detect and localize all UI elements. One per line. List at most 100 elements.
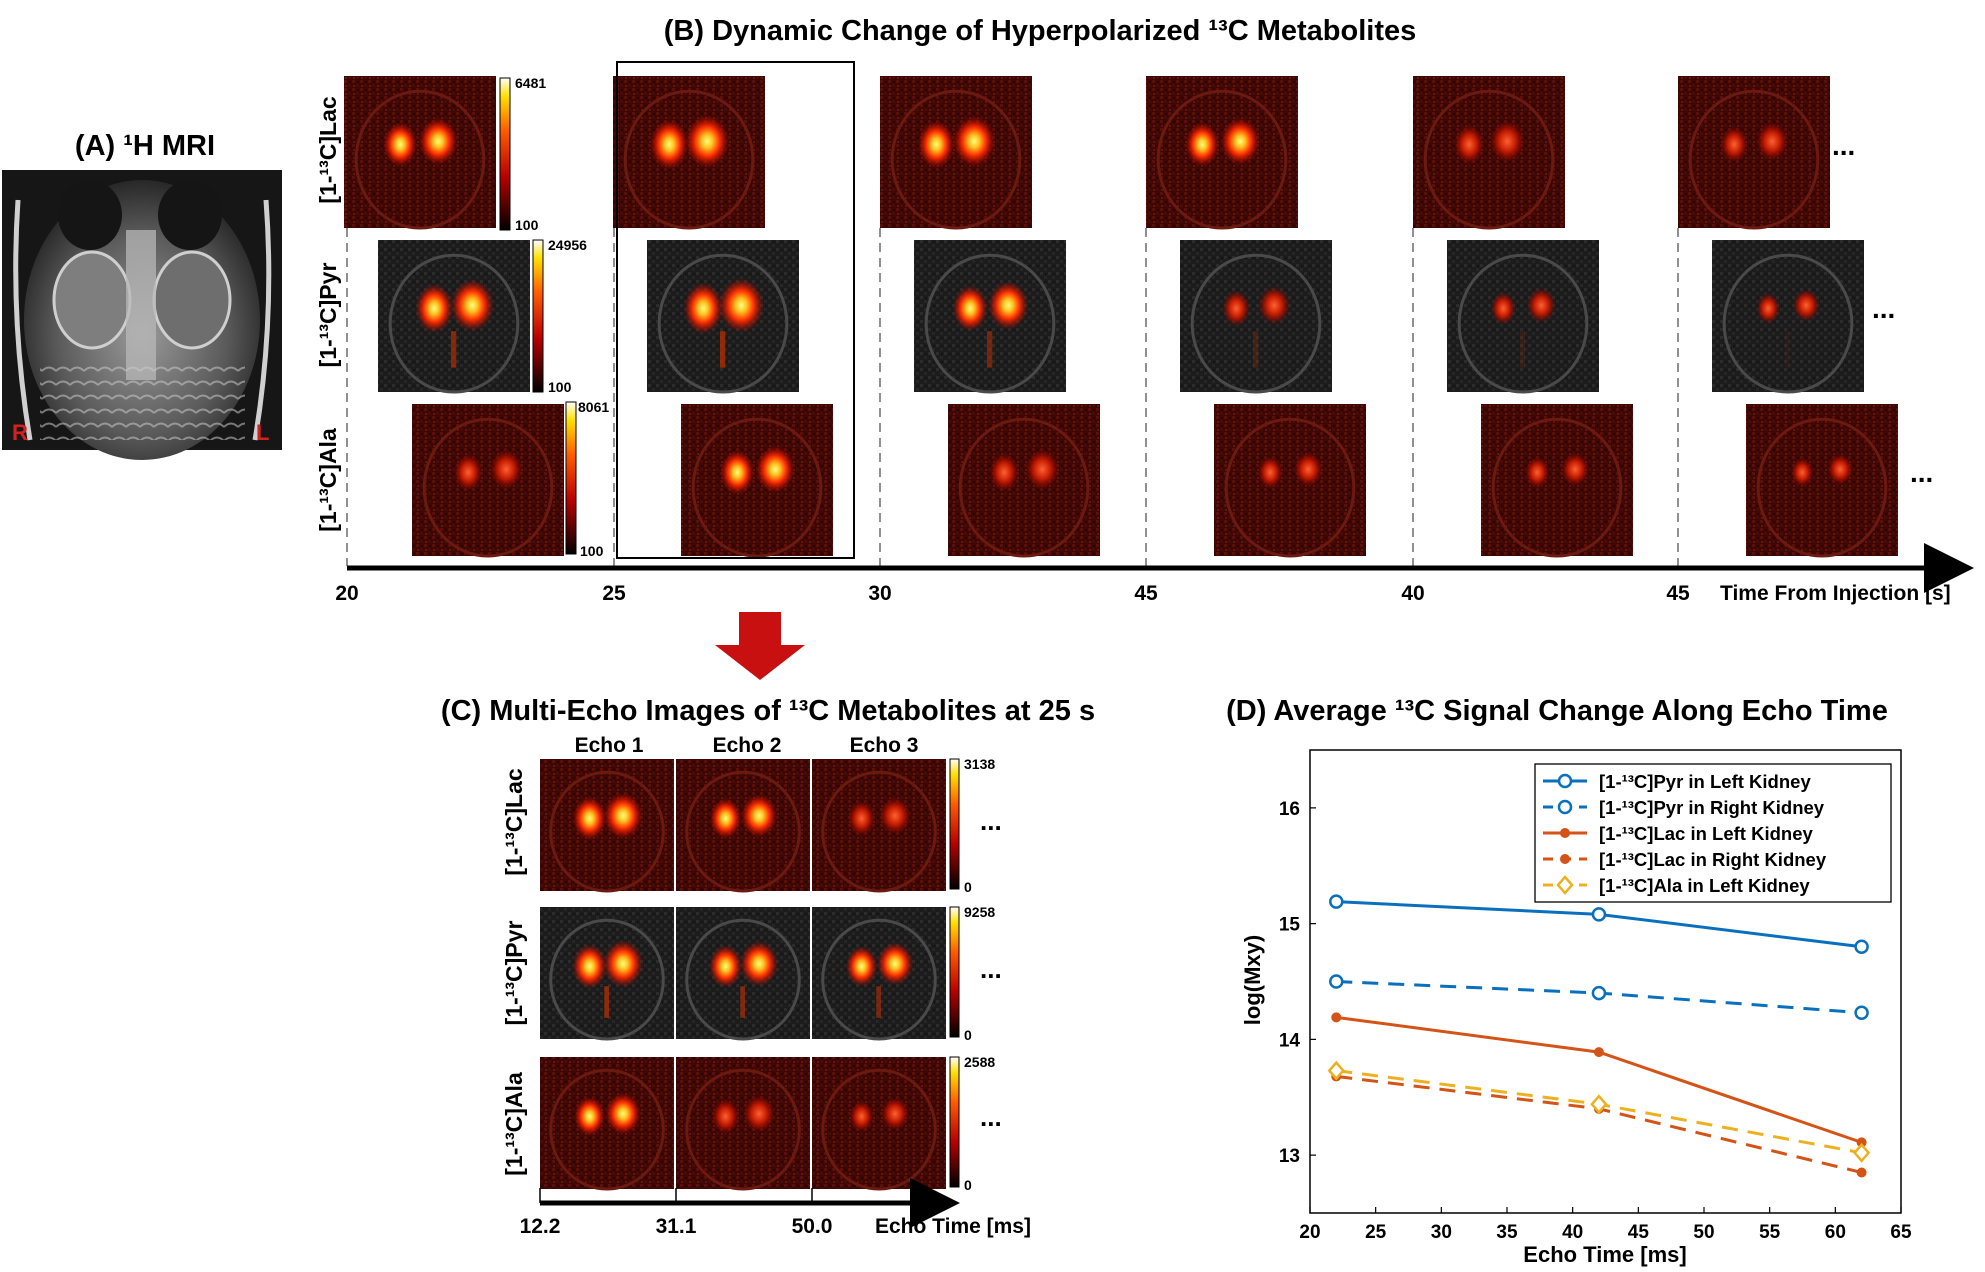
left-side-label: L [256, 420, 269, 445]
data-point [1329, 974, 1344, 989]
panel-c-image-lac-1 [676, 759, 810, 893]
panel-c-image-pyr-2 [812, 907, 946, 1041]
panel-c-row-label-ala: [1-¹³C]Ala [501, 1072, 527, 1176]
time-tick: 20 [335, 582, 358, 605]
panel-c-image-lac-0 [540, 759, 674, 893]
legend-label: [1-¹³C]Pyr in Left Kidney [1599, 771, 1811, 792]
panel-b-image-pyr-5 [1712, 240, 1864, 394]
echo-tick: 31.1 [656, 1215, 697, 1238]
panel-c-colorbar-lac: 3138 0 [949, 756, 995, 895]
chart-legend: [1-¹³C]Pyr in Left Kidney [1-¹³C]Pyr in R… [1534, 763, 1892, 903]
legend-label: [1-¹³C]Ala in Left Kidney [1599, 875, 1810, 896]
y-tick-label: 14 [1279, 1030, 1301, 1051]
panel-c-image-pyr-1 [676, 907, 810, 1041]
panel-b-colorbar-ala: 8061 100 [565, 399, 609, 559]
panel-b-image-lac-5 [1678, 76, 1830, 230]
cbar-min: 100 [580, 543, 604, 559]
panel-d: (D) Average ¹³C Signal Change Along Echo… [1226, 695, 1912, 1267]
echo-header: Echo 2 [713, 734, 782, 757]
panel-b-image-lac-4 [1413, 76, 1565, 230]
time-tick: 45 [1134, 582, 1158, 605]
cbar-max: 24956 [548, 237, 587, 253]
continuation-ellipsis: ... [980, 954, 1002, 984]
legend-label: [1-¹³C]Lac in Left Kidney [1599, 823, 1813, 844]
panel-b-image-pyr-1 [647, 240, 799, 394]
chart-title: (D) Average ¹³C Signal Change Along Echo… [1226, 695, 1888, 727]
echo-header: Echo 1 [575, 734, 644, 757]
legend-marker [1560, 828, 1570, 838]
cbar-min: 0 [964, 1177, 972, 1193]
time-axis-label: Time From Injection [s] [1720, 582, 1951, 605]
panel-b-colorbar-pyr: 24956 100 [532, 237, 587, 395]
data-point [1591, 985, 1607, 1001]
panel-b-image-lac-1 [613, 76, 765, 230]
data-point [1856, 1167, 1867, 1178]
panel-b-image-pyr-2 [914, 240, 1066, 394]
echo-header: Echo 3 [850, 734, 919, 757]
panel-b-image-ala-3 [1214, 404, 1366, 558]
data-point [1854, 1005, 1869, 1021]
right-side-label: R [12, 420, 28, 445]
data-point [1854, 939, 1869, 955]
panel-c-image-ala-0 [540, 1057, 674, 1191]
x-tick-label: 25 [1365, 1222, 1387, 1243]
legend-label: [1-¹³C]Lac in Right Kidney [1599, 849, 1827, 870]
data-point [1593, 1047, 1604, 1058]
legend-marker [1557, 799, 1573, 815]
chart-ylabel: log(Mxy) [1240, 935, 1265, 1025]
x-tick-label: 60 [1825, 1222, 1846, 1243]
time-tick: 40 [1401, 582, 1424, 605]
legend-box [1534, 763, 1892, 903]
panel-c-title: (C) Multi-Echo Images of ¹³C Metabolites… [441, 695, 1095, 727]
time-marker-lines [346, 228, 1679, 566]
panel-b-image-lac-2 [880, 76, 1032, 230]
time-tick: 30 [868, 582, 891, 605]
down-arrow-icon [715, 612, 805, 680]
data-point [1591, 907, 1607, 922]
panel-c-image-ala-1 [676, 1057, 810, 1191]
chart-ticks: 20 25 30 35 40 45 50 55 60 65 13 14 15 16 [1279, 799, 1912, 1243]
x-tick-label: 55 [1759, 1222, 1781, 1243]
continuation-ellipsis: ... [980, 1102, 1002, 1132]
panel-a-title: (A) ¹H MRI [75, 130, 215, 162]
legend-marker [1560, 854, 1570, 864]
time-tick: 45 [1666, 582, 1690, 605]
cbar-min: 100 [515, 217, 539, 233]
panel-a: (A) ¹H MRI R L [2, 130, 282, 460]
echo-tick: 12.2 [520, 1215, 561, 1238]
panel-c-image-lac-2 [812, 759, 946, 893]
cbar-min: 0 [964, 879, 972, 895]
panel-b-row-label-ala: [1-¹³C]Ala [315, 428, 341, 532]
panel-c-row-label-pyr: [1-¹³C]Pyr [501, 921, 527, 1026]
panel-c-row-label-lac: [1-¹³C]Lac [501, 768, 527, 876]
legend-marker [1556, 875, 1574, 895]
x-tick-label: 20 [1299, 1222, 1320, 1243]
panel-b-image-grid [344, 76, 1898, 558]
panel-b-image-ala-1 [681, 404, 833, 558]
continuation-ellipsis: ... [1832, 130, 1855, 161]
data-point [1327, 1060, 1345, 1081]
cbar-max: 6481 [515, 75, 546, 91]
panel-b-title: (B) Dynamic Change of Hyperpolarized ¹³C… [664, 15, 1417, 47]
echo-tick: 50.0 [792, 1215, 833, 1238]
y-tick-label: 13 [1279, 1146, 1300, 1167]
cbar-min: 0 [964, 1027, 972, 1043]
data-point [1590, 1094, 1608, 1115]
panel-b-image-ala-4 [1481, 404, 1633, 558]
panel-b: (B) Dynamic Change of Hyperpolarized ¹³C… [315, 15, 1974, 605]
x-tick-label: 30 [1431, 1222, 1452, 1243]
panel-b-image-pyr-4 [1447, 240, 1599, 394]
panel-c-image-pyr-0 [540, 907, 674, 1041]
continuation-ellipsis: ... [1910, 457, 1933, 488]
x-tick-label: 50 [1693, 1222, 1714, 1243]
panel-b-image-ala-5 [1746, 404, 1898, 558]
panel-b-row-label-pyr: [1-¹³C]Pyr [315, 263, 341, 368]
panel-b-image-lac-3 [1146, 76, 1298, 230]
panel-b-image-pyr-3 [1180, 240, 1332, 394]
chart-xlabel: Echo Time [ms] [1523, 1242, 1686, 1267]
continuation-ellipsis: ... [1872, 293, 1895, 324]
y-tick-label: 16 [1279, 799, 1300, 820]
x-tick-label: 45 [1628, 1222, 1650, 1243]
cbar-max: 2588 [964, 1054, 995, 1070]
